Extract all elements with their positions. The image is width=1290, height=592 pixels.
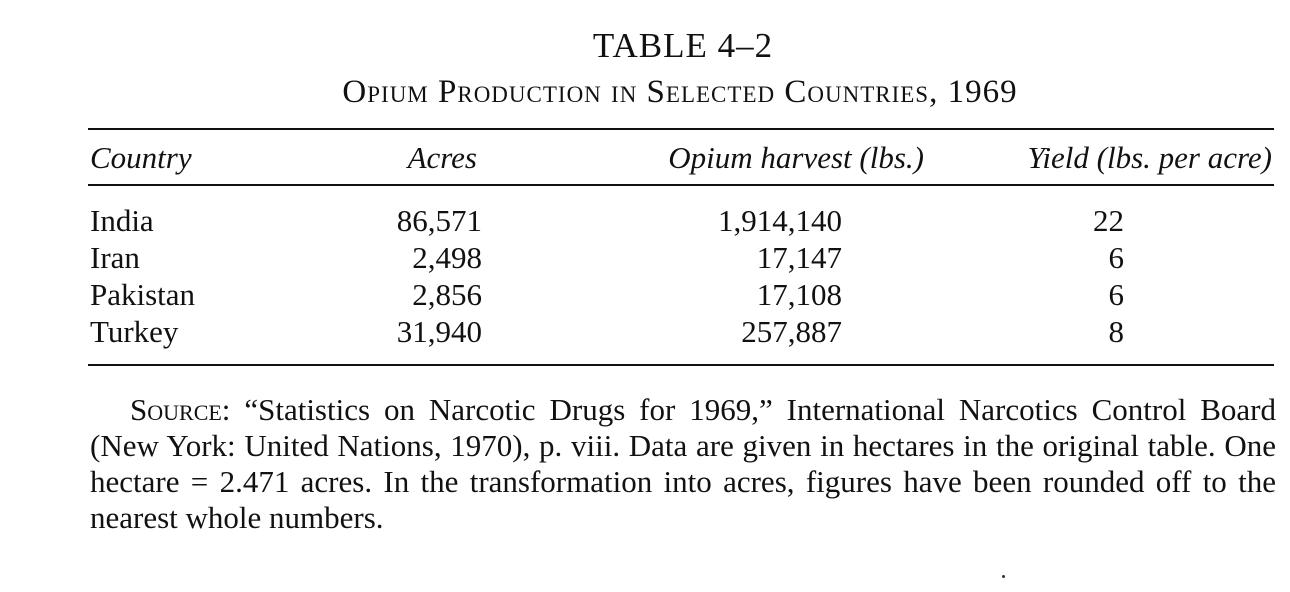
- harvest-cell: 1,914,140: [718, 203, 842, 238]
- acres-cell: 2,856: [412, 277, 482, 312]
- header-rule: [88, 184, 1274, 186]
- acres-cell: 2,498: [412, 240, 482, 275]
- source-text: “Statistics on Narcotic Drugs for 1969,”…: [90, 392, 1276, 535]
- table-row: Pakistan 2,856 17,108 6: [0, 276, 1290, 313]
- table-subtitle: Opium Production in Selected Countries, …: [342, 74, 1018, 110]
- source-label: Source:: [130, 392, 231, 427]
- table-row: Turkey 31,940 257,887 8: [0, 313, 1290, 350]
- table-body: India 86,571 1,914,140 22 Iran 2,498 17,…: [0, 202, 1290, 350]
- column-header-yield: Yield (lbs. per acre): [1027, 140, 1272, 175]
- source-note: Source: “Statistics on Narcotic Drugs fo…: [90, 392, 1276, 536]
- column-header-country: Country: [90, 140, 192, 175]
- acres-cell: 86,571: [396, 203, 482, 238]
- acres-cell: 31,940: [396, 314, 482, 349]
- country-cell: Iran: [90, 240, 140, 275]
- yield-cell: 22: [1093, 203, 1124, 238]
- table-row: India 86,571 1,914,140 22: [0, 202, 1290, 239]
- yield-cell: 6: [1108, 277, 1125, 312]
- harvest-cell: 17,108: [756, 277, 842, 312]
- country-cell: India: [90, 203, 154, 238]
- country-cell: Turkey: [90, 314, 179, 349]
- harvest-cell: 257,887: [741, 314, 842, 349]
- yield-cell: 6: [1108, 240, 1125, 275]
- column-header-acres: Acres: [407, 140, 477, 175]
- top-rule: [88, 128, 1274, 130]
- country-cell: Pakistan: [90, 277, 196, 312]
- harvest-cell: 17,147: [756, 240, 842, 275]
- column-header-opium-harvest: Opium harvest (lbs.): [668, 140, 924, 175]
- table-header-row: Country Acres Opium harvest (lbs.) Yield…: [0, 138, 1290, 178]
- page-speck: [1002, 575, 1005, 578]
- yield-cell: 8: [1108, 314, 1125, 349]
- table-title: TABLE 4–2: [592, 26, 774, 65]
- table-row: Iran 2,498 17,147 6: [0, 239, 1290, 276]
- bottom-rule: [88, 364, 1274, 366]
